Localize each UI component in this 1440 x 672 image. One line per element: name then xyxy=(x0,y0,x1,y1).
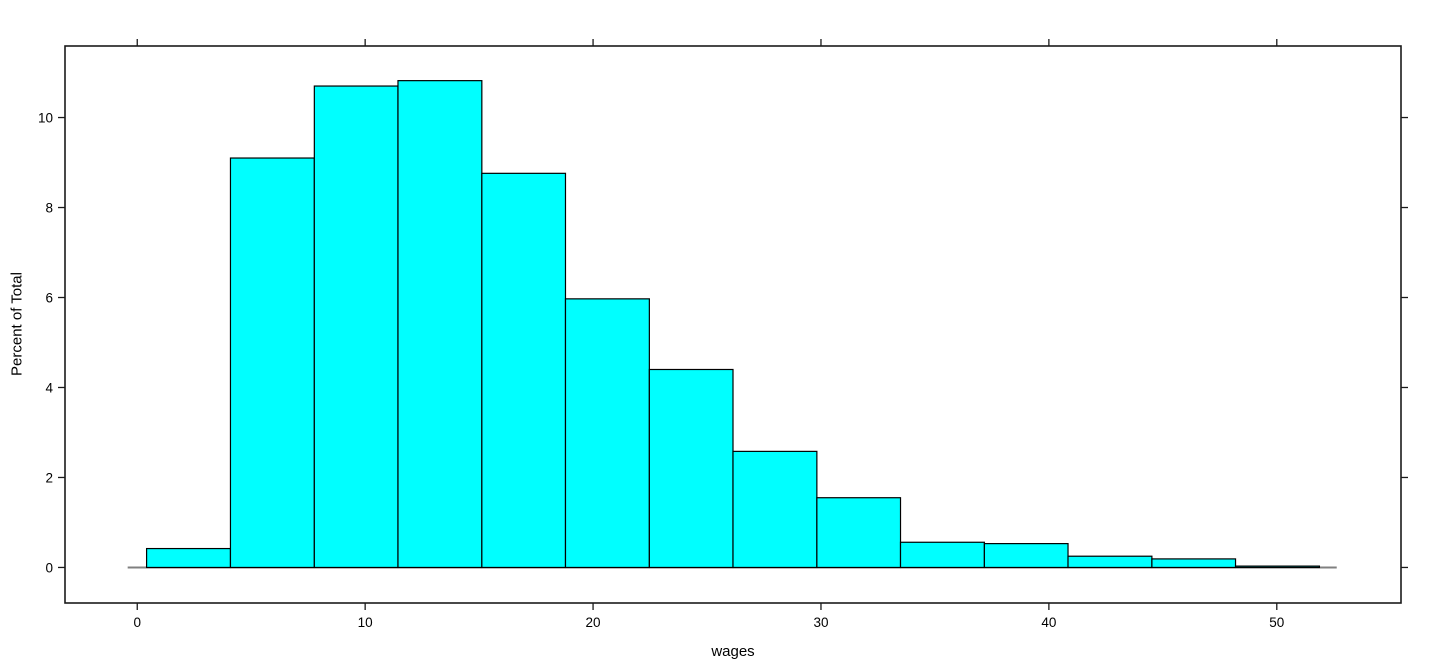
histogram-bar xyxy=(732,450,818,569)
x-tick-label: 40 xyxy=(1041,615,1056,630)
histogram-bar xyxy=(1067,555,1153,569)
histogram-bar xyxy=(229,157,315,569)
histogram-bar xyxy=(481,172,567,569)
histogram-bar xyxy=(899,541,985,569)
x-tick-label: 50 xyxy=(1269,615,1284,630)
x-tick-label: 20 xyxy=(586,615,601,630)
histogram-bar xyxy=(648,368,734,569)
x-tick-label: 10 xyxy=(358,615,373,630)
histogram-bar xyxy=(1234,565,1321,569)
y-tick-label: 8 xyxy=(45,200,53,215)
histogram-bar xyxy=(145,547,232,569)
y-tick-label: 6 xyxy=(45,290,53,305)
histogram-bar xyxy=(313,85,399,569)
histogram-bar xyxy=(983,543,1069,569)
y-tick-label: 0 xyxy=(45,560,53,575)
histogram-bar xyxy=(816,497,902,569)
y-tick-label: 10 xyxy=(38,110,53,125)
x-tick-label: 30 xyxy=(813,615,828,630)
histogram-bar xyxy=(1151,558,1237,569)
x-tick-label: 0 xyxy=(133,615,141,630)
x-axis-title: wages xyxy=(711,643,755,660)
histogram-bar xyxy=(397,80,483,569)
y-axis-title: Percent of Total xyxy=(8,272,26,376)
y-tick-label: 4 xyxy=(45,380,53,395)
panel-border xyxy=(64,45,1402,604)
histogram-bar xyxy=(564,298,650,569)
y-tick-label: 2 xyxy=(45,470,53,485)
